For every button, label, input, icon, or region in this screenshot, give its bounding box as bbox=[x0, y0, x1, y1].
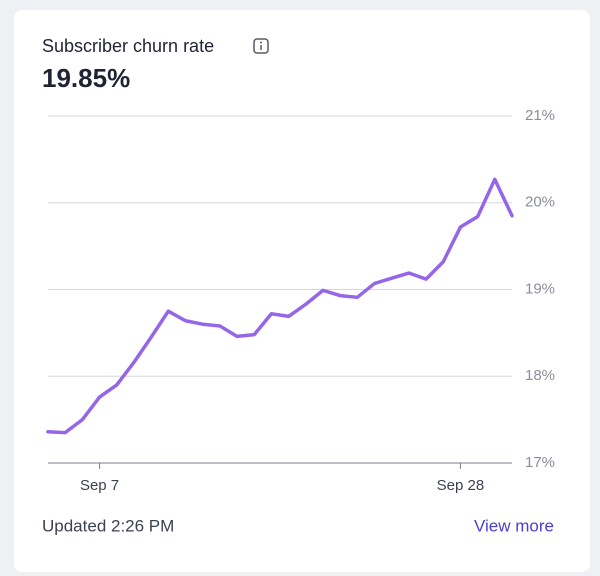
x-tick-label: Sep 7 bbox=[80, 477, 119, 494]
updated-time: Updated 2:26 PM bbox=[42, 516, 174, 535]
y-tick-label: 19% bbox=[525, 280, 555, 297]
y-tick-label: 18% bbox=[525, 367, 555, 384]
line-series bbox=[46, 177, 514, 435]
title: Subscriber churn rate bbox=[42, 36, 214, 56]
y-tick-label: 21% bbox=[525, 107, 555, 124]
y-tick-label: 20% bbox=[525, 194, 555, 211]
card bbox=[14, 10, 590, 572]
headline-value: 19.85% bbox=[42, 63, 130, 93]
y-tick-label: 17% bbox=[525, 454, 555, 471]
info-icon[interactable] bbox=[253, 38, 269, 54]
x-tick-label: Sep 28 bbox=[437, 477, 485, 494]
view-more-link[interactable]: View more bbox=[474, 516, 554, 535]
